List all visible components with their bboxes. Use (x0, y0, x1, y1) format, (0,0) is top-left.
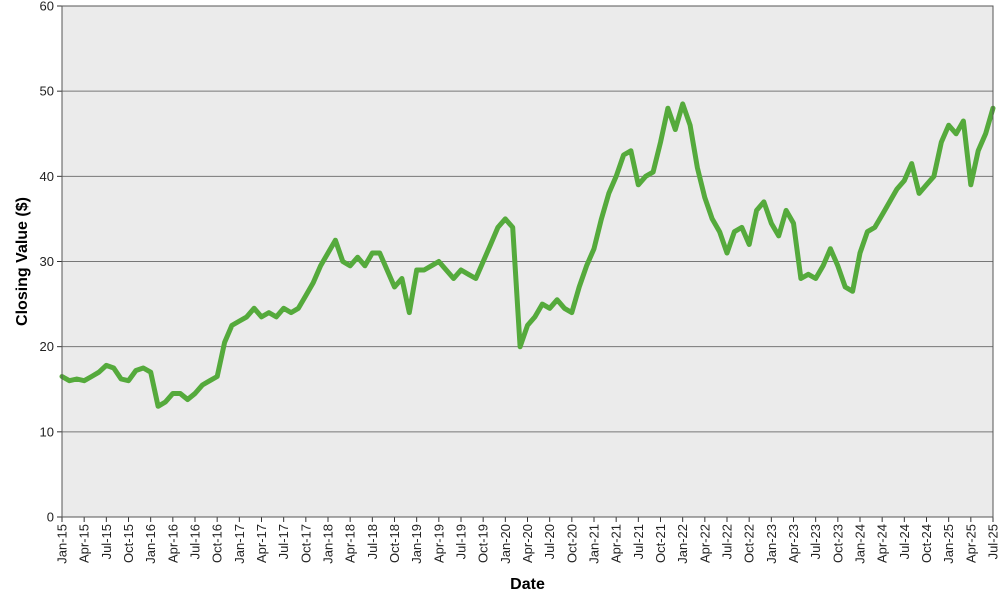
x-tick-label: Apr-15 (77, 524, 92, 563)
x-tick-label: Apr-16 (165, 524, 180, 563)
x-tick-label: Jan-25 (941, 524, 956, 564)
y-tick-label: 0 (47, 510, 54, 525)
x-axis: Jan-15 Apr-15 Jul-15 Oct-15 Jan-16 Apr-16 Jul-… (55, 517, 1000, 564)
y-tick-label: 40 (40, 169, 54, 184)
x-tick-label: Jan-17 (232, 524, 247, 564)
x-tick-label: Jul-15 (99, 524, 114, 559)
x-tick-label: Apr-24 (875, 524, 890, 563)
y-tick-label: 60 (40, 0, 54, 14)
x-tick-label: Jul-19 (454, 524, 469, 559)
x-tick-label: Jan-20 (498, 524, 513, 564)
y-tick-label: 30 (40, 254, 54, 269)
x-tick-label: Apr-17 (254, 524, 269, 563)
x-tick-label: Oct-17 (298, 524, 313, 563)
x-tick-label: Jan-18 (321, 524, 336, 564)
x-tick-label: Jan-21 (587, 524, 602, 564)
y-axis: 0 10 20 30 40 50 60 (40, 0, 62, 525)
y-tick-label: 20 (40, 339, 54, 354)
x-axis-title: Date (510, 576, 545, 593)
x-tick-label: Jan-22 (675, 524, 690, 564)
x-tick-label: Apr-23 (786, 524, 801, 563)
x-tick-label: Apr-18 (343, 524, 358, 563)
x-tick-label: Jul-16 (188, 524, 203, 559)
x-tick-label: Oct-21 (653, 524, 668, 563)
x-tick-label: Oct-22 (742, 524, 757, 563)
x-tick-label: Jul-24 (897, 524, 912, 559)
y-axis-title: Closing Value ($) (14, 197, 31, 326)
x-tick-label: Jul-21 (631, 524, 646, 559)
y-tick-label: 50 (40, 84, 54, 99)
series-line (59, 101, 996, 409)
x-tick-label: Apr-19 (431, 524, 446, 563)
x-tick-label: Apr-20 (520, 524, 535, 563)
x-tick-label: Oct-23 (830, 524, 845, 563)
x-tick-label: Oct-19 (476, 524, 491, 563)
x-tick-label: Jan-19 (409, 524, 424, 564)
x-tick-label: Apr-22 (697, 524, 712, 563)
x-tick-label: Jul-23 (808, 524, 823, 559)
x-tick-label: Jul-17 (276, 524, 291, 559)
x-tick-label: Jan-24 (853, 524, 868, 564)
plot-frame (61, 5, 994, 518)
x-tick-label: Jul-25 (986, 524, 1000, 559)
x-tick-label: Jan-16 (143, 524, 158, 564)
x-tick-label: Jul-22 (720, 524, 735, 559)
x-tick-label: Apr-25 (963, 524, 978, 563)
x-tick-label: Oct-18 (387, 524, 402, 563)
x-tick-label: Oct-20 (564, 524, 579, 563)
x-tick-label: Jul-18 (365, 524, 380, 559)
x-tick-label: Apr-21 (609, 524, 624, 563)
x-tick-label: Jul-20 (542, 524, 557, 559)
x-tick-label: Oct-16 (210, 524, 225, 563)
x-tick-label: Oct-24 (919, 524, 934, 563)
y-tick-label: 10 (40, 424, 54, 439)
x-tick-label: Jan-23 (764, 524, 779, 564)
x-tick-label: Oct-15 (121, 524, 136, 563)
x-tick-label: Jan-15 (55, 524, 70, 564)
